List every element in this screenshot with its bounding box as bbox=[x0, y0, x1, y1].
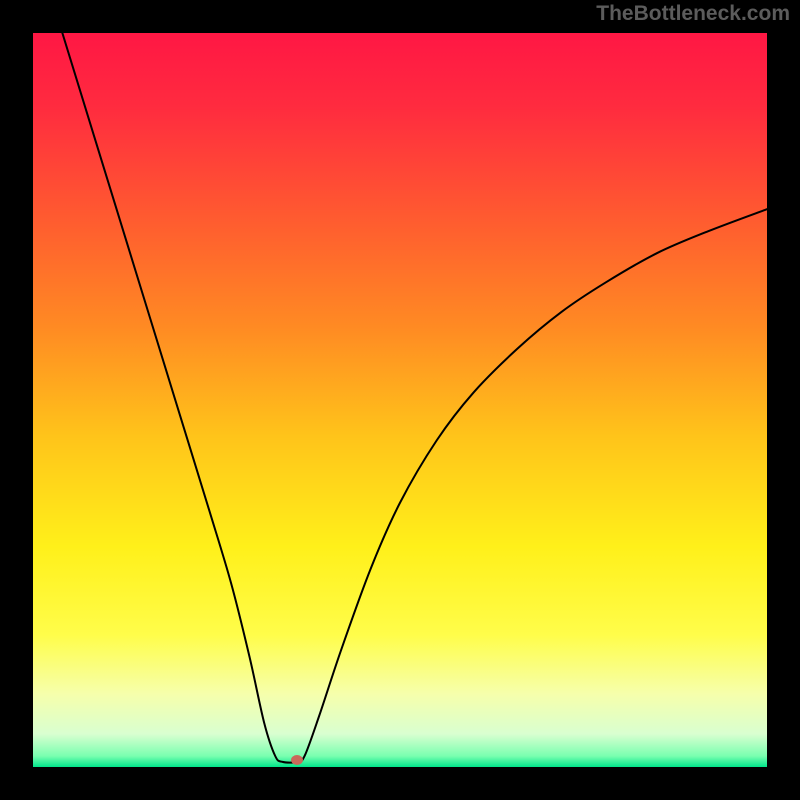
plot-area bbox=[33, 33, 767, 767]
optimal-point-marker bbox=[291, 755, 303, 765]
watermark-text: TheBottleneck.com bbox=[596, 2, 790, 26]
gradient-background bbox=[33, 33, 767, 767]
